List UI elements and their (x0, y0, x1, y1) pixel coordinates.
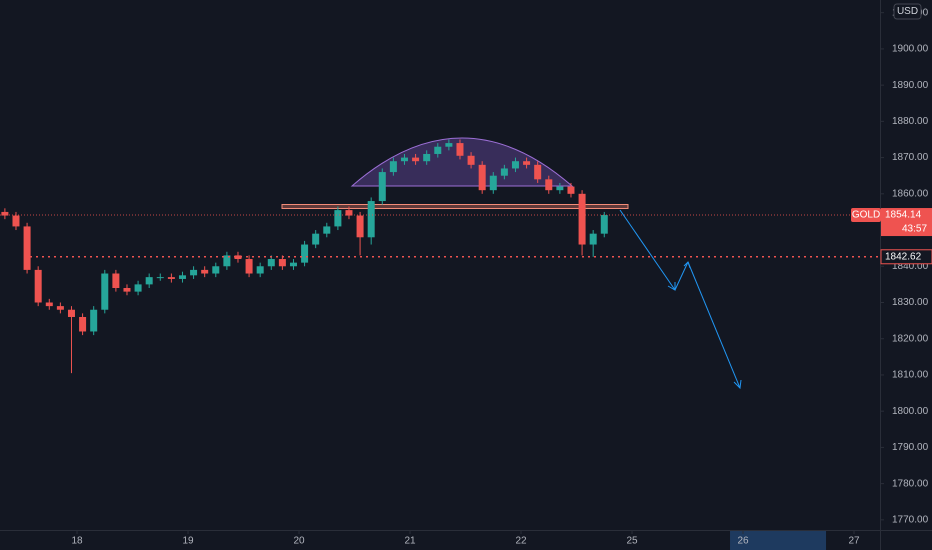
candle-body (556, 186, 564, 191)
candle-body (345, 210, 353, 216)
arrow-line (619, 209, 676, 291)
x-tick-label: 22 (515, 536, 527, 547)
price-labels: GOLD 1854.14 43:57 1842.62 USD (0, 3, 932, 265)
candle-body (301, 244, 309, 263)
candle-body (467, 155, 475, 165)
x-tick-label: 19 (182, 536, 194, 547)
y-tick-label: 1770.00 (892, 514, 929, 525)
candle-body (1, 211, 9, 216)
candle-body (511, 161, 519, 169)
candle-body (389, 161, 397, 173)
resistance-zone (281, 204, 629, 209)
candle-body (234, 255, 242, 260)
x-tick-label: 21 (404, 536, 416, 547)
y-tick-label: 1800.00 (892, 406, 929, 417)
candle-body (367, 201, 375, 238)
candle-body (400, 157, 408, 162)
candle-body (45, 302, 53, 307)
drawings (281, 137, 742, 390)
level-price-box (880, 249, 932, 265)
y-tick-label: 1870.00 (892, 152, 929, 163)
y-tick-label: 1860.00 (892, 188, 929, 199)
arrow-line (687, 261, 741, 389)
symbol-label: GOLD (852, 210, 880, 221)
candle-body (256, 266, 264, 274)
candle-body (489, 175, 497, 191)
candle-body (267, 259, 275, 267)
currency-label: USD (897, 6, 918, 17)
candle-body (190, 269, 198, 276)
y-tick-label: 1880.00 (892, 116, 929, 127)
x-tick-label: 26 (737, 536, 749, 547)
candle-body (356, 215, 364, 238)
candle-body (578, 193, 586, 245)
candle-body (478, 164, 486, 191)
x-tick-label: 20 (293, 536, 305, 547)
x-tick-label: 25 (626, 536, 638, 547)
candle-body (245, 259, 253, 274)
candle-body (212, 266, 220, 274)
candles (1, 139, 608, 374)
candle-body (312, 233, 320, 245)
y-tick-label: 1820.00 (892, 333, 929, 344)
candle-body (534, 164, 542, 180)
candle-body (278, 259, 286, 267)
currency-box (893, 3, 922, 20)
candle-body (123, 288, 131, 292)
arrow-head (733, 379, 742, 390)
last-price-box (881, 208, 932, 237)
y-tick-label: 1900.00 (892, 44, 929, 55)
candle-body (378, 172, 386, 202)
candle-body (56, 306, 64, 310)
y-tick-label: 1840.00 (892, 261, 929, 272)
candle-body (500, 168, 508, 176)
candle-body (201, 269, 209, 274)
symbol-label-box (851, 208, 881, 223)
x-tick-label: 18 (71, 536, 83, 547)
candle-body (589, 233, 597, 245)
y-tick-label: 1810.00 (892, 370, 929, 381)
candle-body (456, 143, 464, 156)
candle-body (79, 316, 87, 332)
candle-body (445, 143, 453, 147)
y-tick-label: 1790.00 (892, 442, 929, 453)
y-tick-label: 1830.00 (892, 297, 929, 308)
candle-body (223, 255, 231, 267)
candle-body (90, 309, 98, 332)
candle-body (423, 153, 431, 162)
countdown-label: 43:57 (902, 224, 927, 235)
candle-body (156, 277, 164, 279)
candle-body (12, 215, 20, 227)
candle-body (334, 210, 342, 227)
level-price-label: 1842.62 (885, 251, 922, 262)
arrow-line (674, 261, 689, 291)
candle-body (112, 273, 120, 289)
y-tick-label: 1890.00 (892, 80, 929, 91)
candle-body (434, 146, 442, 154)
candle-body (323, 226, 331, 234)
candle-body (178, 275, 186, 279)
candle-body (567, 186, 575, 194)
candle-body (134, 284, 142, 292)
arc-drawing (350, 137, 574, 187)
last-price-label: 1854.14 (885, 210, 922, 221)
crosshair-x-label (730, 531, 827, 550)
candle-body (289, 262, 297, 267)
candle-body (523, 161, 531, 165)
candle-body (67, 309, 75, 317)
candle-body (23, 226, 31, 270)
candle-body (412, 157, 420, 162)
candle-body (167, 277, 175, 279)
candle-body (545, 179, 553, 191)
y-tick-label: 1780.00 (892, 478, 929, 489)
candle-body (600, 215, 608, 234)
candle-body (145, 277, 153, 285)
candle-body (101, 273, 109, 310)
candle-body (34, 269, 42, 303)
x-tick-label: 27 (848, 536, 860, 547)
